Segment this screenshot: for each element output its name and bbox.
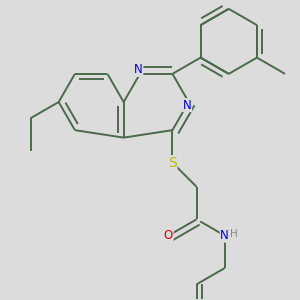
Text: S: S: [168, 156, 177, 170]
Text: O: O: [164, 229, 173, 242]
Text: N: N: [183, 99, 191, 112]
Text: N: N: [134, 63, 143, 76]
Text: H: H: [230, 229, 237, 239]
Text: N: N: [220, 229, 229, 242]
